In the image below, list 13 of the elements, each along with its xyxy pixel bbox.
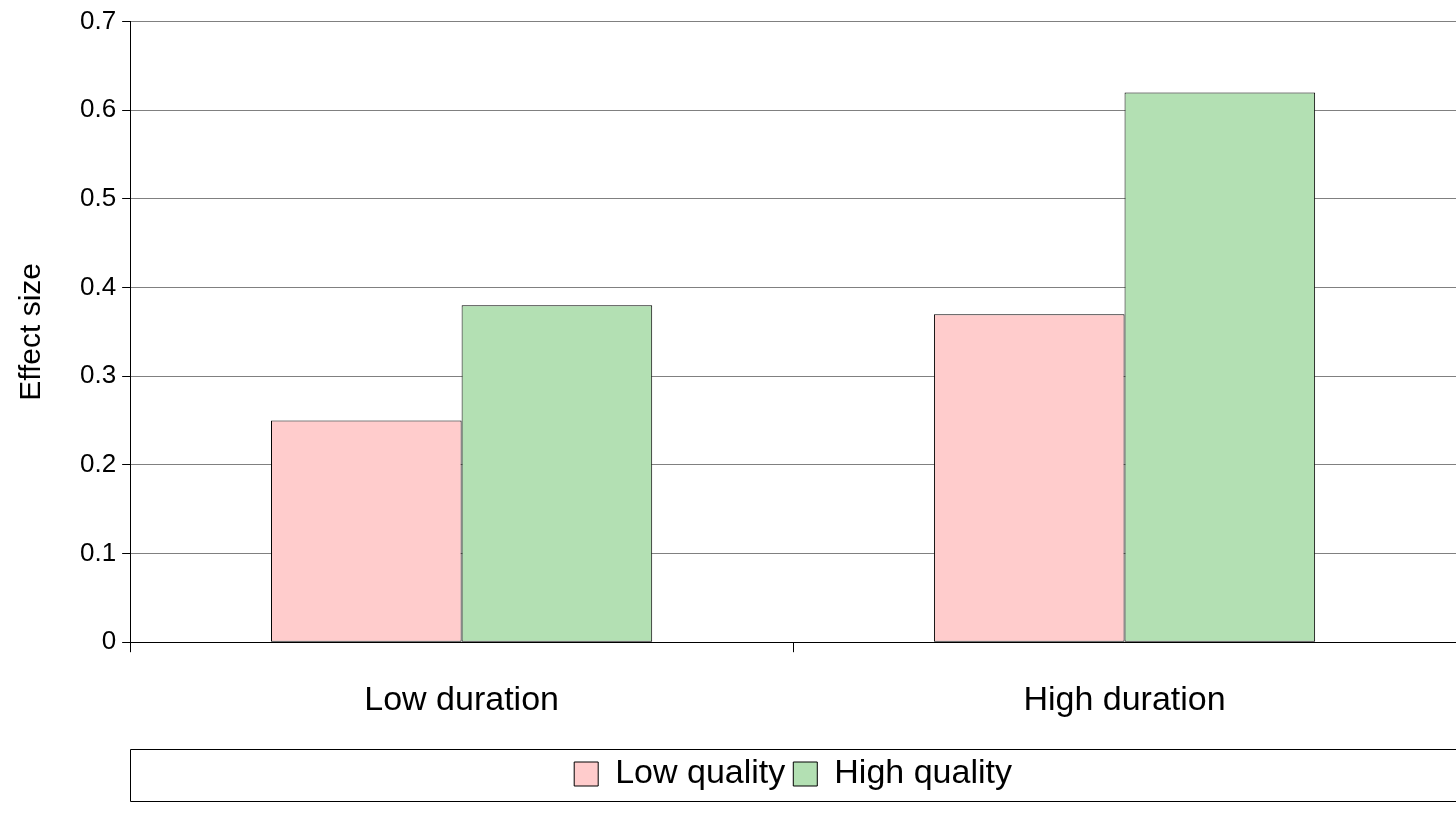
y-tick-label: 0.6 (79, 93, 117, 124)
legend-label: High quality (834, 752, 1012, 791)
y-tick-label: 0.7 (79, 4, 117, 35)
y-tick-label: 0.4 (79, 270, 117, 301)
y-tick-label: 0.3 (79, 359, 117, 390)
x-tick-label: Low duration (364, 678, 559, 717)
y-tick-label: 0 (101, 625, 117, 656)
legend-label: Low quality (615, 752, 786, 791)
y-tick-label: 0.5 (79, 182, 117, 213)
y-axis-title: Effect size (13, 262, 47, 401)
x-tick-label: High duration (1023, 678, 1226, 717)
y-tick-label: 0.1 (79, 536, 117, 567)
y-tick-label: 0.2 (79, 448, 117, 479)
